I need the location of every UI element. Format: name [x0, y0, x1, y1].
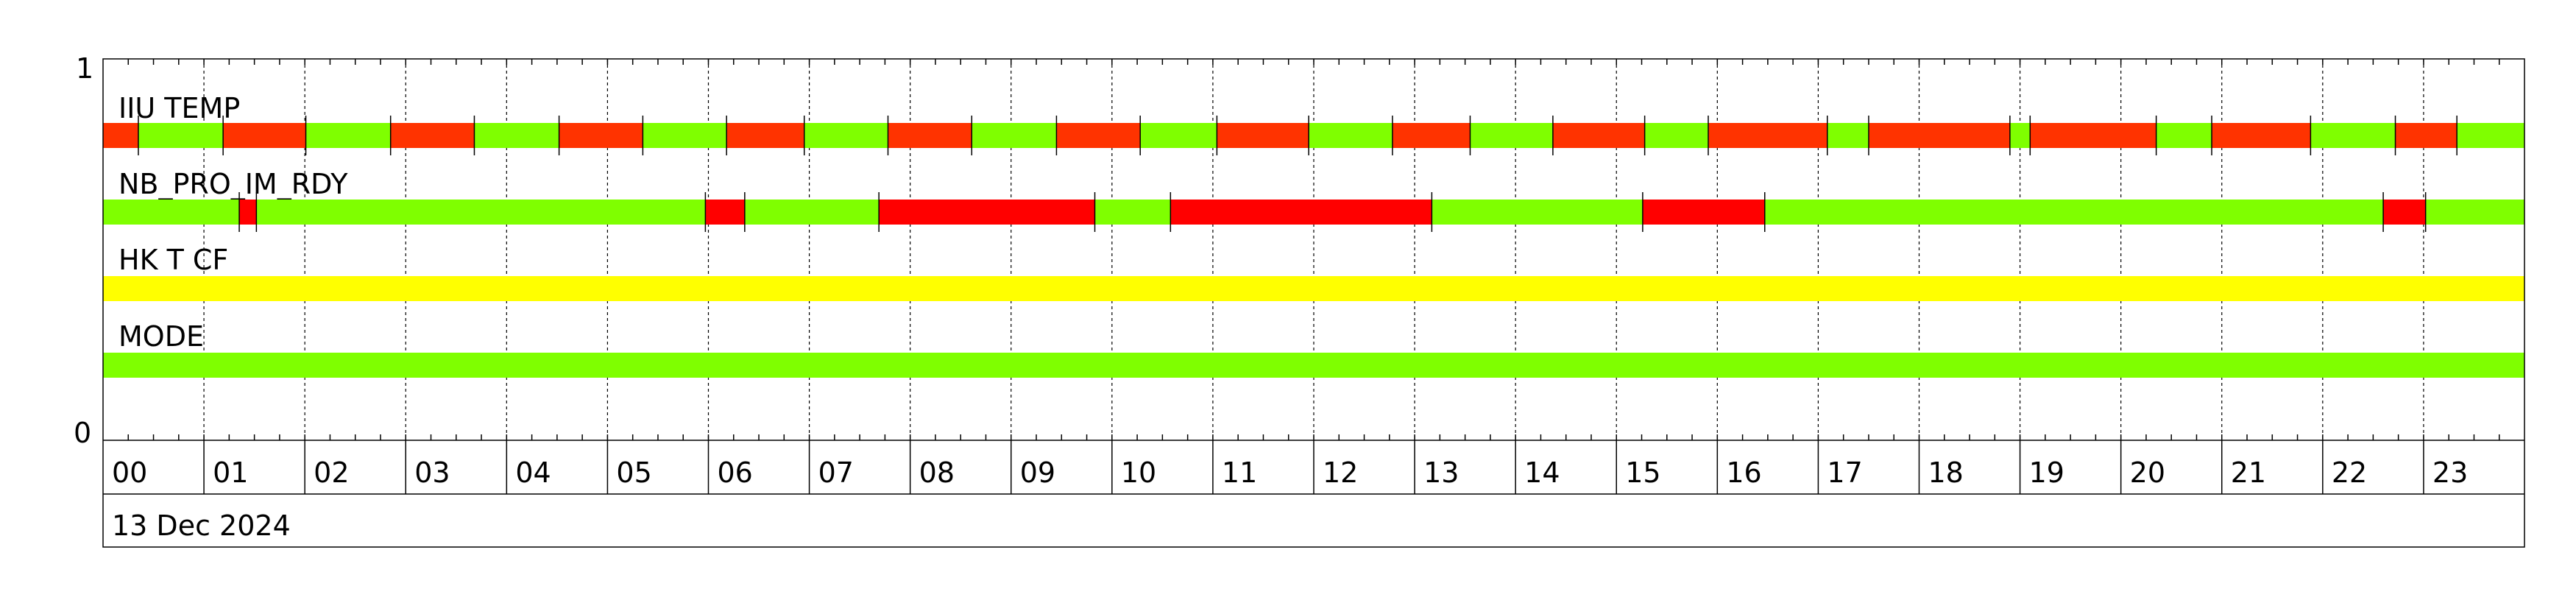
x-tick-label: 17	[1827, 456, 1862, 489]
status-segment	[1470, 123, 1553, 148]
x-tick-label: 23	[2432, 456, 2468, 489]
series-label: MODE	[118, 320, 204, 353]
y-tick-label-top: 1	[76, 52, 93, 85]
status-segment	[1708, 123, 1827, 148]
status-segment	[2156, 123, 2212, 148]
axes: 00 01 02 03 04 05 06 07 08 09 10 11 12 13 14 15 16 17 18 19…	[102, 58, 2525, 548]
status-segment	[1432, 200, 1643, 225]
x-tick-label: 22	[2332, 456, 2367, 489]
status-segment	[879, 200, 1095, 225]
status-segment	[1644, 123, 1708, 148]
x-tick-label: 16	[1726, 456, 1761, 489]
status-segment	[705, 200, 745, 225]
x-tick-label: 18	[1928, 456, 1964, 489]
x-tick-label: 05	[616, 456, 651, 489]
status-segment	[1094, 200, 1171, 225]
status-segment	[305, 123, 391, 148]
status-segment	[103, 200, 240, 225]
x-tick-label: 04	[515, 456, 551, 489]
date-label: 13 Dec 2024	[112, 509, 291, 542]
y-tick-label-bottom: 0	[74, 417, 91, 449]
status-segment	[1392, 123, 1471, 148]
status-segment	[390, 123, 475, 148]
status-segment	[103, 353, 2524, 378]
status-segment	[2383, 200, 2426, 225]
x-tick-label: 14	[1524, 456, 1560, 489]
status-segment	[256, 200, 706, 225]
status-segment	[2310, 123, 2396, 148]
status-segment	[1217, 123, 1309, 148]
x-tick-label: 01	[213, 456, 248, 489]
x-tick-label: 09	[1020, 456, 1055, 489]
x-tick-label: 21	[2231, 456, 2266, 489]
x-tick-label: 11	[1222, 456, 1257, 489]
x-tick-label: 03	[414, 456, 450, 489]
x-tick-label: 10	[1121, 456, 1156, 489]
status-segment	[2457, 123, 2524, 148]
x-tick-label: 15	[1625, 456, 1660, 489]
x-tick-label: 07	[818, 456, 854, 489]
status-segment	[726, 123, 804, 148]
status-segment	[1764, 200, 2384, 225]
x-tick-label: 13	[1423, 456, 1459, 489]
grid-lines	[203, 59, 2424, 440]
x-tick-label: 02	[314, 456, 349, 489]
status-segment	[2425, 200, 2524, 225]
x-tick-label: 06	[718, 456, 753, 489]
status-segment	[804, 123, 888, 148]
status-segment	[559, 123, 643, 148]
status-segment	[1827, 123, 1869, 148]
status-segment	[223, 123, 306, 148]
status-segment	[474, 123, 559, 148]
x-tick-label: 19	[2029, 456, 2064, 489]
status-segment	[2009, 123, 2031, 148]
status-segment	[103, 123, 138, 148]
status-segment	[643, 123, 727, 148]
x-tick-label: 12	[1323, 456, 1358, 489]
series-bars: IIU TEMP NB_PRO_IM_RDY HK T CF MODE	[103, 92, 2524, 378]
status-segment	[103, 276, 2524, 301]
series-label: NB_PRO_IM_RDY	[118, 168, 348, 200]
status-segment	[1309, 123, 1393, 148]
x-tick-label: 00	[112, 456, 147, 489]
status-segment	[1642, 200, 1765, 225]
status-segment	[1056, 123, 1141, 148]
status-segment	[2030, 123, 2156, 148]
status-segment	[138, 123, 224, 148]
status-segment	[239, 200, 257, 225]
series-label: HK T CF	[118, 244, 228, 276]
status-segment	[2395, 123, 2458, 148]
status-segment	[1868, 123, 2010, 148]
status-segment	[888, 123, 972, 148]
x-tick-label: 20	[2130, 456, 2165, 489]
x-tick-label: 08	[919, 456, 955, 489]
status-segment	[972, 123, 1057, 148]
status-segment	[744, 200, 880, 225]
status-segment	[2212, 123, 2311, 148]
status-segment	[1170, 200, 1432, 225]
series-label: IIU TEMP	[118, 92, 240, 124]
status-segment	[1552, 123, 1645, 148]
status-segment	[1140, 123, 1217, 148]
